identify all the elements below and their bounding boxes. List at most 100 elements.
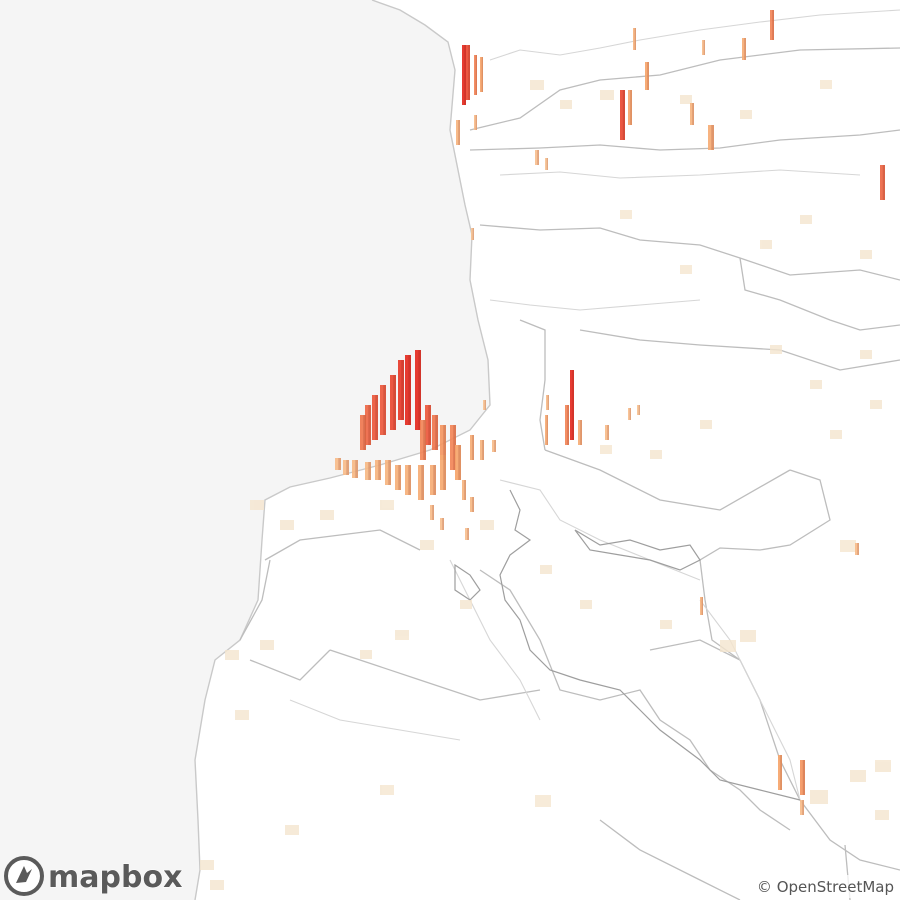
density-column-shade — [443, 425, 446, 460]
density-column-shade — [780, 755, 782, 790]
density-column-shade — [546, 158, 548, 170]
density-column — [352, 460, 358, 478]
density-tiles-low — [200, 80, 891, 890]
density-column — [462, 480, 466, 500]
attribution: © OpenStreetMap — [750, 875, 898, 898]
density-column — [390, 375, 396, 430]
density-column — [440, 425, 446, 460]
density-column-shade — [433, 465, 436, 495]
density-column — [474, 55, 477, 95]
density-column — [470, 497, 474, 512]
mapbox-compass-needle — [16, 866, 32, 883]
density-column — [492, 440, 496, 452]
density-column-shade — [802, 800, 804, 815]
density-column-shade — [468, 45, 470, 100]
admin-boundaries — [239, 47, 900, 900]
density-column-shade — [481, 57, 483, 92]
density-column — [385, 460, 391, 485]
density-column — [637, 405, 640, 415]
density-column — [380, 385, 386, 435]
density-column — [440, 455, 446, 490]
density-column — [430, 505, 434, 520]
density-column — [742, 38, 746, 60]
density-column — [360, 415, 366, 450]
density-column-shade — [572, 370, 574, 440]
density-column — [462, 45, 466, 105]
density-column-shade — [537, 150, 539, 165]
density-column — [778, 755, 782, 790]
density-column — [535, 150, 539, 165]
density-column — [578, 420, 582, 445]
density-column-shade — [703, 40, 705, 55]
density-column-shade — [484, 400, 486, 410]
density-column-shade — [346, 460, 349, 475]
density-column — [375, 460, 381, 480]
density-column — [545, 158, 548, 170]
density-column — [430, 465, 436, 495]
density-column — [405, 355, 411, 425]
bay-shoreline — [454, 489, 801, 801]
density-column-shade — [383, 385, 386, 435]
density-column — [465, 528, 469, 540]
density-column — [372, 395, 378, 440]
density-column — [483, 400, 486, 410]
density-column — [470, 435, 474, 460]
density-column — [628, 408, 631, 420]
density-column — [420, 420, 426, 460]
density-column — [474, 115, 477, 130]
density-column-shade — [378, 460, 381, 480]
density-column-shade — [882, 165, 885, 200]
density-column-shade — [408, 465, 411, 495]
mapbox-logo[interactable]: mapbox — [4, 856, 183, 896]
density-column-shade — [428, 405, 431, 445]
density-column-shade — [634, 28, 636, 50]
density-column-shade — [472, 497, 474, 512]
density-column — [880, 165, 885, 200]
density-column-shade — [442, 518, 444, 530]
density-column-shade — [464, 45, 466, 105]
density-column-shade — [475, 55, 477, 95]
density-column — [605, 425, 609, 440]
density-column-shade — [453, 425, 456, 470]
density-column-shade — [418, 350, 421, 430]
density-column-shade — [467, 528, 469, 540]
density-column-shade — [388, 460, 391, 485]
density-column-shade — [622, 90, 625, 140]
mapbox-wordmark: mapbox — [48, 860, 182, 895]
density-column-shade — [472, 228, 474, 240]
density-column-shade — [363, 415, 366, 450]
density-column-shade — [393, 375, 396, 430]
roads — [289, 9, 900, 801]
density-column — [620, 90, 625, 140]
density-column — [405, 465, 411, 495]
density-column — [335, 458, 341, 470]
density-column — [415, 350, 421, 430]
density-column-shade — [423, 420, 426, 460]
density-column-shade — [701, 597, 703, 615]
density-column-shade — [744, 38, 746, 60]
density-column — [471, 228, 474, 240]
density-column — [440, 518, 444, 530]
density-column — [565, 405, 569, 445]
density-column-shade — [772, 10, 774, 40]
density-column — [770, 10, 774, 40]
density-column-shade — [711, 125, 714, 150]
density-column-shade — [567, 405, 569, 445]
openstreetmap-link[interactable]: OpenStreetMap — [776, 878, 894, 896]
density-column-shade — [458, 120, 460, 145]
density-column-shade — [443, 455, 446, 490]
density-column-shade — [464, 480, 466, 500]
density-column-shade — [408, 355, 411, 425]
density-column-shade — [355, 460, 358, 478]
density-column-shade — [368, 405, 371, 445]
density-column-shade — [638, 405, 640, 415]
density-column — [455, 445, 461, 480]
density-column-shade — [629, 408, 631, 420]
density-column — [855, 543, 859, 555]
density-column — [700, 597, 703, 615]
density-column — [418, 465, 424, 500]
density-column — [432, 415, 438, 450]
density-column — [708, 125, 714, 150]
density-column — [633, 28, 636, 50]
